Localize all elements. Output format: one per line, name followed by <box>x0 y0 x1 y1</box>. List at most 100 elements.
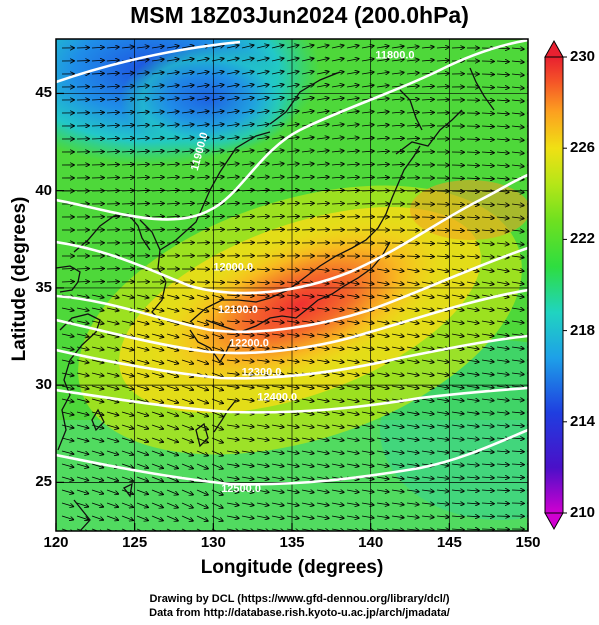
wind-arrow <box>196 124 209 126</box>
wind-arrow <box>391 282 404 284</box>
wind-arrow <box>511 412 524 413</box>
wind-arrow <box>421 373 434 375</box>
wind-arrow <box>436 269 449 271</box>
wind-arrow <box>481 256 494 257</box>
wind-arrow <box>466 334 479 336</box>
wind-arrow <box>331 412 344 414</box>
wind-arrow <box>481 243 494 244</box>
wind-arrow <box>346 282 359 284</box>
wind-arrow <box>226 45 239 48</box>
wind-arrow <box>91 295 104 298</box>
wind-arrow <box>466 243 479 244</box>
wind-arrow <box>421 490 434 492</box>
wind-arrow <box>271 516 284 518</box>
wind-arrow <box>91 463 103 468</box>
wind-arrow <box>166 138 179 139</box>
wind-arrow <box>121 437 133 442</box>
wind-arrow <box>241 477 254 479</box>
wind-arrow <box>121 515 133 520</box>
wind-arrow <box>106 411 119 415</box>
wind-arrow <box>526 411 528 413</box>
wind-arrow <box>301 451 314 453</box>
wind-arrow <box>256 308 269 309</box>
wind-arrow <box>256 203 269 204</box>
wind-arrow <box>466 438 479 439</box>
wind-arrow <box>76 489 88 494</box>
wind-arrow <box>91 385 104 389</box>
wind-arrow <box>451 503 464 504</box>
wind-arrow <box>496 425 509 426</box>
wind-arrow <box>331 308 344 310</box>
wind-arrow <box>91 411 104 415</box>
wind-arrow <box>496 347 509 349</box>
wind-arrow <box>346 412 359 414</box>
wind-arrow <box>421 529 434 530</box>
wind-arrow <box>526 437 528 439</box>
wind-arrow <box>61 424 74 428</box>
wind-arrow <box>196 294 209 298</box>
wind-arrow <box>526 125 528 127</box>
wind-arrow <box>286 177 299 178</box>
wind-arrow <box>451 373 464 375</box>
wind-arrow <box>436 490 449 491</box>
wind-arrow <box>436 451 449 453</box>
wind-arrow <box>211 502 223 508</box>
wind-arrow <box>211 137 224 139</box>
wind-arrow <box>76 373 89 376</box>
wind-arrow <box>346 347 359 349</box>
wind-arrow <box>346 386 359 388</box>
wind-arrow <box>211 476 223 482</box>
wind-arrow <box>481 282 494 284</box>
wind-arrow <box>136 502 148 507</box>
wind-arrow <box>511 74 524 75</box>
wind-arrow <box>226 386 239 388</box>
wind-arrow <box>91 437 104 441</box>
wind-arrow <box>226 177 239 178</box>
wind-arrow <box>151 515 163 521</box>
wind-arrow <box>466 217 479 218</box>
wind-arrow <box>496 100 509 101</box>
wind-arrow <box>391 425 404 427</box>
wind-arrow <box>376 177 389 178</box>
wind-arrow <box>346 72 359 74</box>
wind-arrow <box>421 360 434 362</box>
wind-arrow <box>391 386 404 388</box>
wind-arrow <box>376 269 389 271</box>
wind-arrow <box>391 138 404 139</box>
wind-arrow <box>511 295 524 297</box>
wind-arrow <box>466 386 479 388</box>
wind-arrow <box>496 464 509 465</box>
wind-arrow <box>286 71 299 74</box>
colorbar-tick-label: 222 <box>570 230 596 248</box>
wind-arrow <box>481 490 494 491</box>
wind-arrow <box>151 359 164 363</box>
wind-arrow <box>301 516 314 518</box>
wind-arrow <box>121 125 134 126</box>
wind-arrow <box>406 46 419 48</box>
wind-arrow <box>346 59 359 61</box>
wind-arrow <box>61 360 74 363</box>
wind-arrow <box>406 347 419 349</box>
wind-arrow <box>256 360 269 362</box>
wind-arrow <box>361 386 374 388</box>
wind-arrow <box>301 334 314 336</box>
wind-arrow <box>226 72 239 74</box>
wind-arrow <box>331 269 344 271</box>
wind-arrow <box>376 451 389 453</box>
wind-arrow <box>406 425 419 427</box>
wind-arrow <box>391 438 404 440</box>
wind-arrow <box>166 72 179 74</box>
wind-arrow <box>331 138 344 139</box>
wind-arrow <box>181 124 194 126</box>
wind-arrow <box>481 477 494 478</box>
wind-arrow <box>121 164 134 165</box>
wind-arrow <box>196 203 209 204</box>
colorbar <box>544 39 567 531</box>
wind-arrow <box>496 386 509 388</box>
wind-arrow <box>526 86 528 88</box>
wind-arrow <box>331 334 344 336</box>
wind-arrow <box>166 385 178 390</box>
wind-arrow <box>406 269 419 271</box>
wind-arrow <box>271 438 284 440</box>
wind-arrow <box>271 111 284 113</box>
